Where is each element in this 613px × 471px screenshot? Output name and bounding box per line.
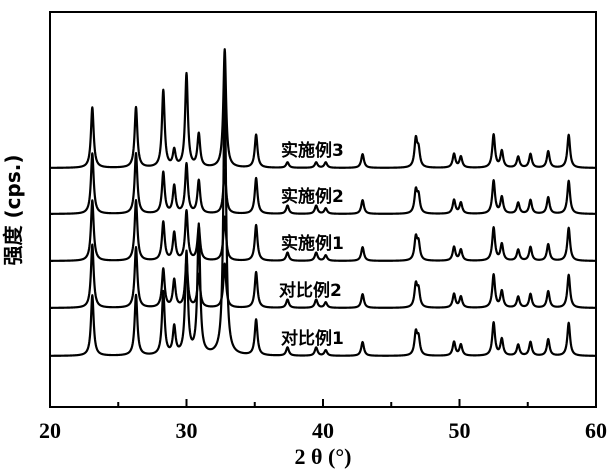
y-axis-title: 强度 (cps.)	[1, 155, 25, 266]
series-label: 对比例2	[279, 280, 342, 301]
series-label: 实施例3	[281, 140, 344, 161]
x-tick-label: 50	[449, 418, 471, 443]
x-tick-label: 20	[39, 418, 61, 443]
series-label: 实施例2	[281, 186, 344, 207]
series-label: 对比例1	[281, 328, 344, 349]
x-tick-label: 30	[176, 418, 198, 443]
x-tick-label: 40	[312, 418, 334, 443]
x-axis-title: 2 θ (°)	[295, 444, 352, 469]
x-axis: 20 30 40 50 60	[39, 399, 607, 443]
x-tick-label: 60	[585, 418, 607, 443]
series-label: 实施例1	[281, 233, 344, 254]
series-line	[50, 80, 596, 356]
series-labels: 对比例1 对比例2 实施例1 实施例2 实施例3	[279, 140, 344, 349]
